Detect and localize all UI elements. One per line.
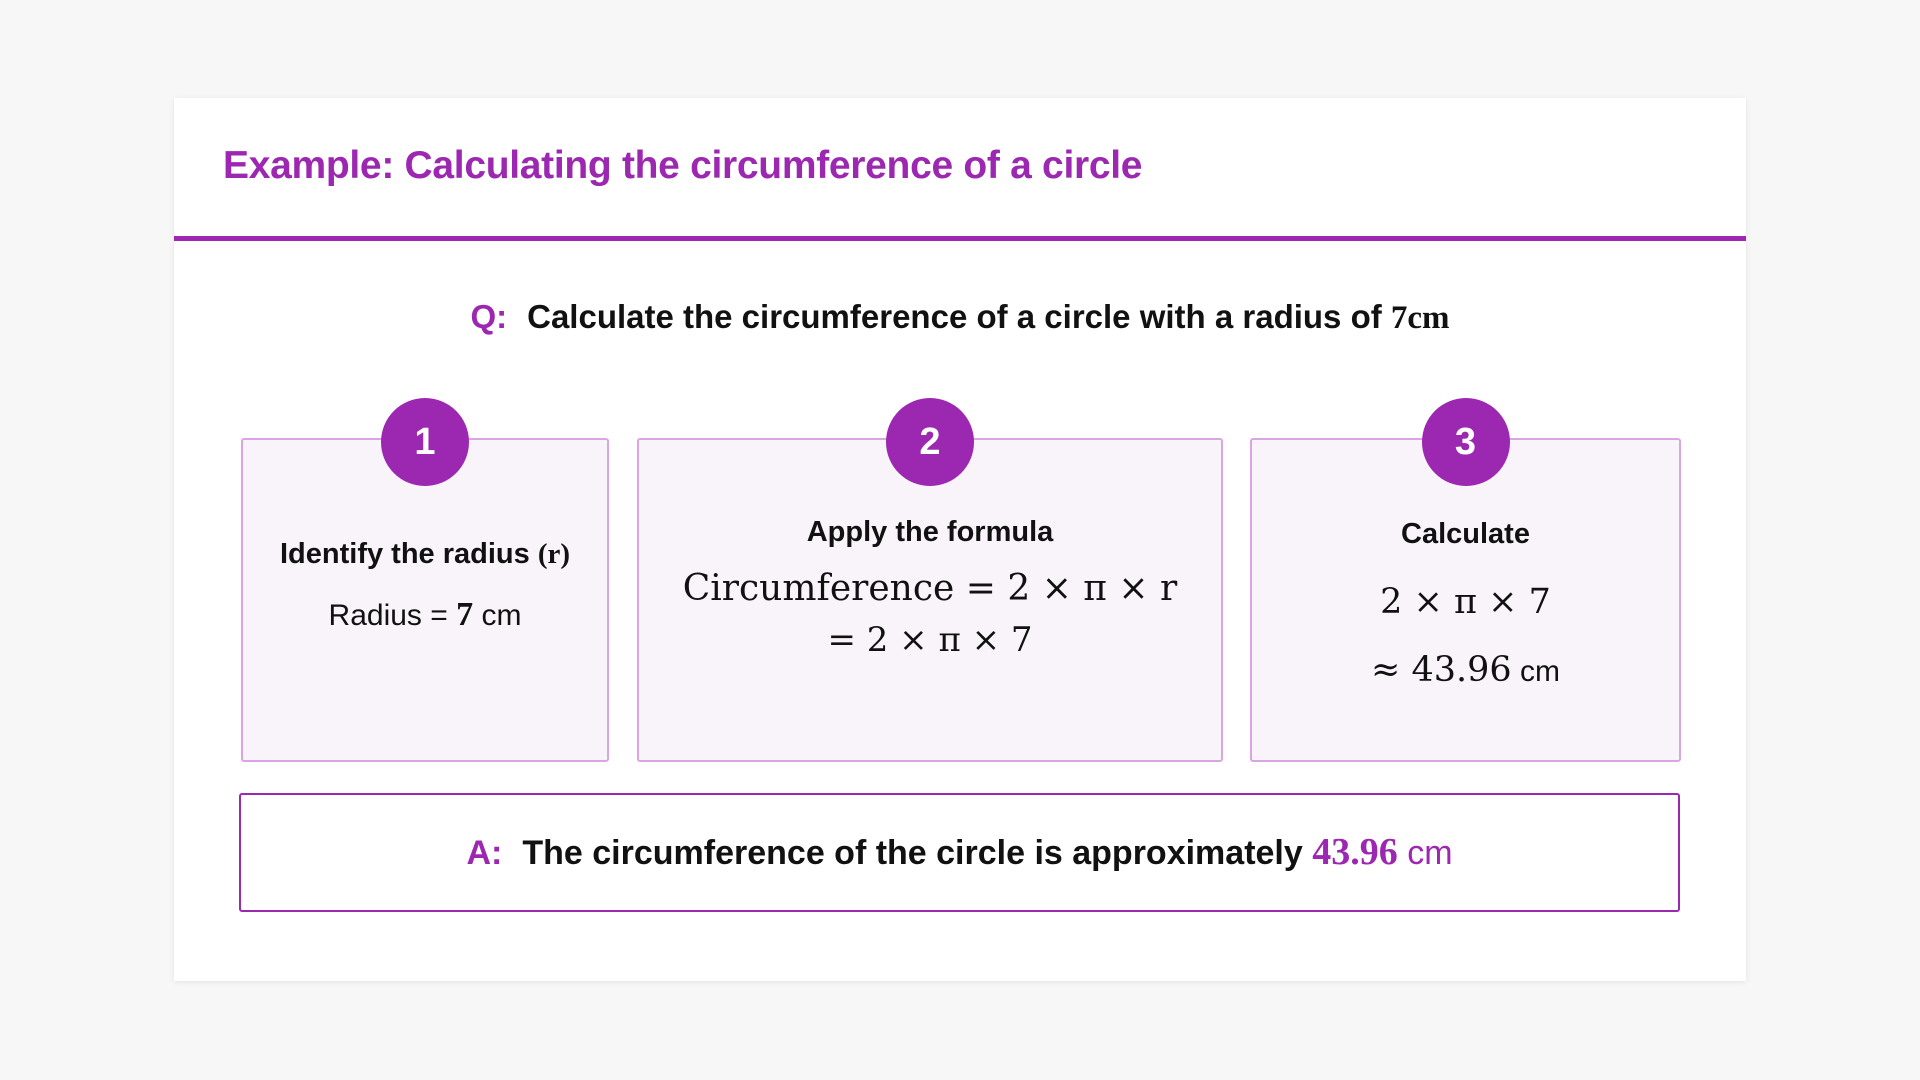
formula-line-2: = 2 × π × 7: [827, 620, 1033, 660]
question-label: Q:: [470, 298, 508, 335]
radius-label: Radius =: [328, 599, 448, 632]
step-heading: Calculate: [1401, 518, 1530, 550]
step-3-box: 3 Calculate 2 × π × 7 ≈ 43.96 cm: [1250, 398, 1681, 762]
question-value: 7cm: [1390, 300, 1450, 336]
question-text: Calculate the circumference of a circle …: [527, 298, 1382, 335]
step-heading: Identify the radius (r): [243, 538, 607, 571]
step-1-box: 1 Identify the radius (r) Radius = 7 cm: [241, 398, 609, 762]
question: Q: Calculate the circumference of a circl…: [174, 298, 1746, 337]
page-title: Example: Calculating the circumference o…: [223, 144, 1143, 187]
radius-unit: cm: [481, 599, 522, 632]
slide-card: Example: Calculating the circumference o…: [174, 98, 1746, 981]
calc-line-2: ≈ 43.96 cm: [1252, 650, 1679, 690]
answer-unit: cm: [1407, 834, 1453, 872]
title-divider: [174, 236, 1746, 241]
step-heading: Apply the formula: [806, 516, 1054, 548]
answer-value: 43.96: [1312, 831, 1398, 873]
calc-unit: cm: [1520, 655, 1560, 688]
answer-label: A:: [466, 834, 503, 872]
step-number-badge: 1: [381, 398, 469, 486]
step-2-box: 2 Apply the formula Circumference = 2 × …: [637, 398, 1223, 762]
calc-line-1: 2 × π × 7: [1380, 582, 1551, 622]
radius-line: Radius = 7 cm: [243, 596, 607, 634]
step-number-badge: 3: [1421, 398, 1510, 486]
calc-result: ≈ 43.96: [1371, 650, 1512, 690]
answer-text: The circumference of the circle is appro…: [522, 834, 1303, 872]
answer-box: A: The circumference of the circle is app…: [239, 793, 1680, 912]
step-number-badge: 2: [886, 398, 974, 486]
step-heading-text: Identify the radius: [279, 538, 530, 570]
formula-line-1: Circumference = 2 × π × r: [682, 568, 1178, 609]
radius-value: 7: [456, 596, 474, 633]
radius-variable: (r): [537, 538, 570, 570]
